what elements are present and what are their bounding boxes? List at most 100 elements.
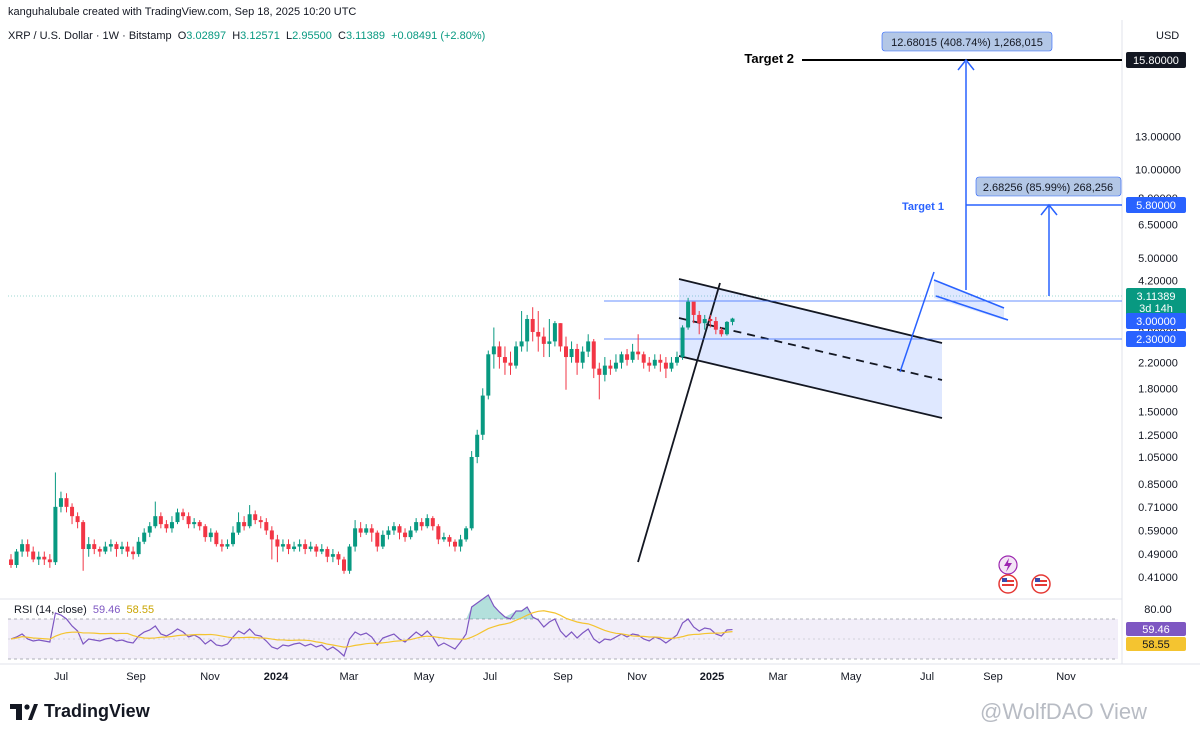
target2-label: Target 2 <box>744 51 794 66</box>
flagpole-line <box>637 282 721 563</box>
candle-body <box>591 341 596 369</box>
candle-body <box>525 318 530 342</box>
candle-body <box>47 559 52 563</box>
candle-body <box>269 530 274 540</box>
candle-body <box>497 346 502 358</box>
candle-body <box>630 351 635 360</box>
candle-body <box>97 549 102 552</box>
candle-body <box>491 346 496 355</box>
small-flag-upper <box>933 279 1005 309</box>
candle-body <box>569 348 574 358</box>
candle-body <box>36 556 41 560</box>
measure-big-box <box>881 31 1053 52</box>
rsi-value-tag <box>1126 622 1186 636</box>
candle-body <box>502 357 507 363</box>
candle-body <box>425 518 430 527</box>
candle-body <box>164 524 169 529</box>
candle-body <box>708 318 713 322</box>
rsi-ma-tag-text: 58.55 <box>1142 639 1170 651</box>
low-value: 2.95500 <box>292 30 332 42</box>
candle-body <box>369 528 374 533</box>
candle-body <box>441 537 446 540</box>
event-icon-us-flag-1[interactable] <box>998 574 1018 594</box>
measure-small-label: 2.68256 (85.99%) 268,256 <box>983 182 1113 194</box>
candle-body <box>702 318 707 324</box>
target1-tag-text: 5.80000 <box>1136 200 1176 212</box>
small-flag-fill <box>934 280 1004 320</box>
currency-label[interactable]: USD <box>1156 30 1180 42</box>
candle-body <box>719 329 724 335</box>
time-axis-tick: Nov <box>627 671 647 683</box>
attribution-text: kanguhalubale created with TradingView.c… <box>8 6 357 18</box>
channel-upper-line <box>678 278 943 344</box>
candle-body <box>453 541 457 547</box>
time-axis-tick: May <box>414 671 435 683</box>
small-flagpole <box>899 271 935 373</box>
candle-body <box>214 532 219 545</box>
rsi-value-tag-text: 59.46 <box>1142 624 1170 636</box>
candle-body <box>636 351 641 355</box>
candle-body <box>131 551 136 555</box>
channel-lower-line <box>678 355 943 419</box>
price-axis-tick: 0.71000 <box>1138 502 1178 514</box>
price-axis-tick: 10.00000 <box>1135 165 1181 177</box>
high-value: 3.12571 <box>240 30 280 42</box>
candle-body <box>186 516 191 525</box>
candle-body <box>514 346 519 366</box>
candle-body <box>608 365 613 369</box>
event-icon-lightning[interactable] <box>998 555 1018 575</box>
high-label: H <box>232 30 241 42</box>
price-axis-tick: 5.00000 <box>1138 253 1178 265</box>
event-icon-us-flag-2[interactable] <box>1031 574 1051 594</box>
candle-body <box>9 559 13 565</box>
candle-body <box>397 526 402 533</box>
time-axis-tick: Jul <box>54 671 68 683</box>
time-axis-tick: Sep <box>553 671 573 683</box>
candle-body <box>147 526 152 533</box>
tradingview-logo[interactable]: TradingView <box>10 701 150 722</box>
candle-body <box>330 554 335 557</box>
price-axis-tick: 0.85000 <box>1138 479 1178 491</box>
time-axis-tick: Jul <box>920 671 934 683</box>
candle-body <box>436 526 441 540</box>
candle-body <box>380 534 385 547</box>
time-axis-tick: Sep <box>983 671 1003 683</box>
candle-body <box>286 544 291 550</box>
last-price-tag <box>1126 288 1186 316</box>
bull-flag-channel-fill <box>679 279 942 418</box>
small-flag-lower <box>935 295 1009 321</box>
candle-body <box>724 321 729 335</box>
candle-body <box>258 520 263 523</box>
countdown-tag-text: 3d 14h <box>1139 303 1173 315</box>
candle-body <box>92 544 97 550</box>
candle-body <box>680 327 685 358</box>
level-23-tag-text: 2.30000 <box>1136 334 1176 346</box>
candle-body <box>136 541 141 555</box>
rsi-label[interactable]: RSI (14, close) <box>14 604 87 616</box>
symbol-name[interactable]: XRP / U.S. Dollar · 1W · Bitstamp <box>8 30 172 42</box>
close-label: C <box>338 30 346 42</box>
candle-body <box>730 318 735 322</box>
candle-body <box>42 556 47 560</box>
symbol-info-line: XRP / U.S. Dollar · 1W · Bitstamp O3.028… <box>8 30 485 42</box>
candle-body <box>547 341 552 344</box>
candle-body <box>691 301 696 315</box>
candle-body <box>153 516 158 527</box>
candle-body <box>686 301 691 328</box>
candle-body <box>430 518 435 527</box>
time-axis-tick: Nov <box>200 671 220 683</box>
candle-body <box>669 362 674 369</box>
measure-small-box <box>975 176 1122 197</box>
candle-body <box>336 554 341 560</box>
candle-body <box>242 522 247 527</box>
price-axis-tick: 0.49000 <box>1138 549 1178 561</box>
close-value: 3.11389 <box>346 30 385 42</box>
candle-body <box>558 323 563 347</box>
candle-body <box>419 522 424 527</box>
rsi-ma-line <box>10 610 733 648</box>
candle-body <box>25 544 30 552</box>
rsi-line <box>10 594 733 658</box>
candle-body <box>536 331 541 337</box>
candle-body <box>158 516 163 525</box>
time-axis-tick: Mar <box>340 671 359 683</box>
